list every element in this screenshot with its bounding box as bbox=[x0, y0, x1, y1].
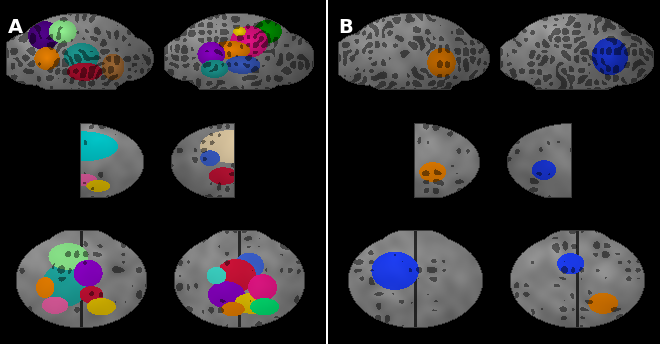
Text: A: A bbox=[8, 18, 23, 37]
Text: B: B bbox=[338, 18, 352, 37]
